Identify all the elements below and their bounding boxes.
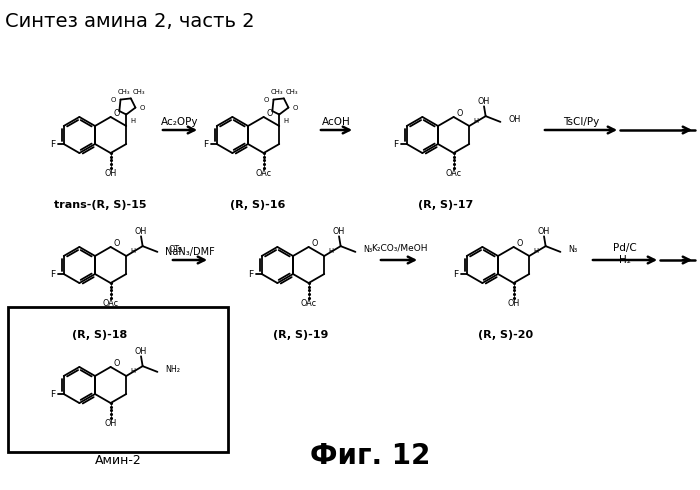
Text: OH: OH [104, 169, 117, 178]
Text: F: F [50, 270, 55, 278]
Text: OH: OH [333, 227, 345, 236]
Text: trans-(R, S)-15: trans-(R, S)-15 [54, 200, 146, 210]
Text: NH₂: NH₂ [166, 365, 181, 374]
Text: O: O [111, 97, 116, 102]
Text: H: H [130, 248, 135, 254]
Text: OH: OH [478, 97, 490, 106]
Text: O: O [113, 360, 120, 368]
Text: CH₃: CH₃ [271, 89, 284, 95]
Text: Фиг. 12: Фиг. 12 [310, 442, 430, 470]
Text: Ac₂OPy: Ac₂OPy [161, 117, 199, 127]
Text: OAc: OAc [256, 169, 272, 178]
Text: H: H [328, 248, 333, 254]
Text: OH: OH [135, 227, 147, 236]
Text: (R, S)-16: (R, S)-16 [230, 200, 286, 210]
Text: H: H [533, 248, 538, 254]
Text: O: O [517, 240, 523, 248]
Text: N₃: N₃ [363, 245, 372, 254]
Text: CH₃: CH₃ [118, 89, 131, 95]
Text: H: H [130, 118, 135, 124]
Text: H: H [473, 118, 478, 124]
Text: O: O [312, 240, 318, 248]
Text: F: F [50, 390, 55, 398]
Text: F: F [50, 140, 55, 148]
Text: O: O [113, 109, 120, 119]
Text: H: H [130, 368, 135, 374]
Text: K₂CO₃/MeOH: K₂CO₃/MeOH [371, 244, 427, 252]
Text: OH: OH [135, 347, 147, 356]
Text: OH: OH [509, 115, 521, 124]
Bar [8, 307, 228, 452]
Text: H: H [284, 118, 288, 124]
Text: OTs: OTs [169, 245, 183, 254]
Text: F: F [203, 140, 209, 148]
Text: (R, S)-19: (R, S)-19 [273, 330, 329, 340]
Text: F: F [393, 140, 398, 148]
Text: O: O [293, 104, 298, 111]
Text: OH: OH [104, 419, 117, 428]
Text: O: O [139, 104, 145, 111]
Text: OH: OH [508, 299, 519, 308]
Text: TsCl/Py: TsCl/Py [563, 117, 599, 127]
Text: F: F [248, 270, 253, 278]
Text: F: F [454, 270, 458, 278]
Text: N₃: N₃ [568, 245, 578, 254]
Text: H₂: H₂ [619, 255, 631, 265]
Text: O: O [267, 109, 273, 119]
Text: OAc: OAc [446, 169, 462, 178]
Text: Синтез амина 2, часть 2: Синтез амина 2, часть 2 [5, 12, 255, 31]
Text: NaN₃/DMF: NaN₃/DMF [165, 247, 215, 257]
Text: OH: OH [538, 227, 550, 236]
Text: OAc: OAc [300, 299, 316, 308]
Text: CH₃: CH₃ [286, 89, 298, 95]
Text: O: O [113, 240, 120, 248]
Text: OAc: OAc [103, 299, 119, 308]
Text: (R, S)-18: (R, S)-18 [72, 330, 127, 340]
Text: (R, S)-20: (R, S)-20 [478, 330, 533, 340]
Text: O: O [264, 97, 270, 102]
Text: Амин-2: Амин-2 [94, 454, 141, 466]
Text: Pd/C: Pd/C [613, 243, 637, 253]
Text: AcOH: AcOH [321, 117, 351, 127]
Text: O: O [456, 109, 463, 119]
Text: (R, S)-17: (R, S)-17 [419, 200, 474, 210]
Text: CH₃: CH₃ [133, 89, 146, 95]
